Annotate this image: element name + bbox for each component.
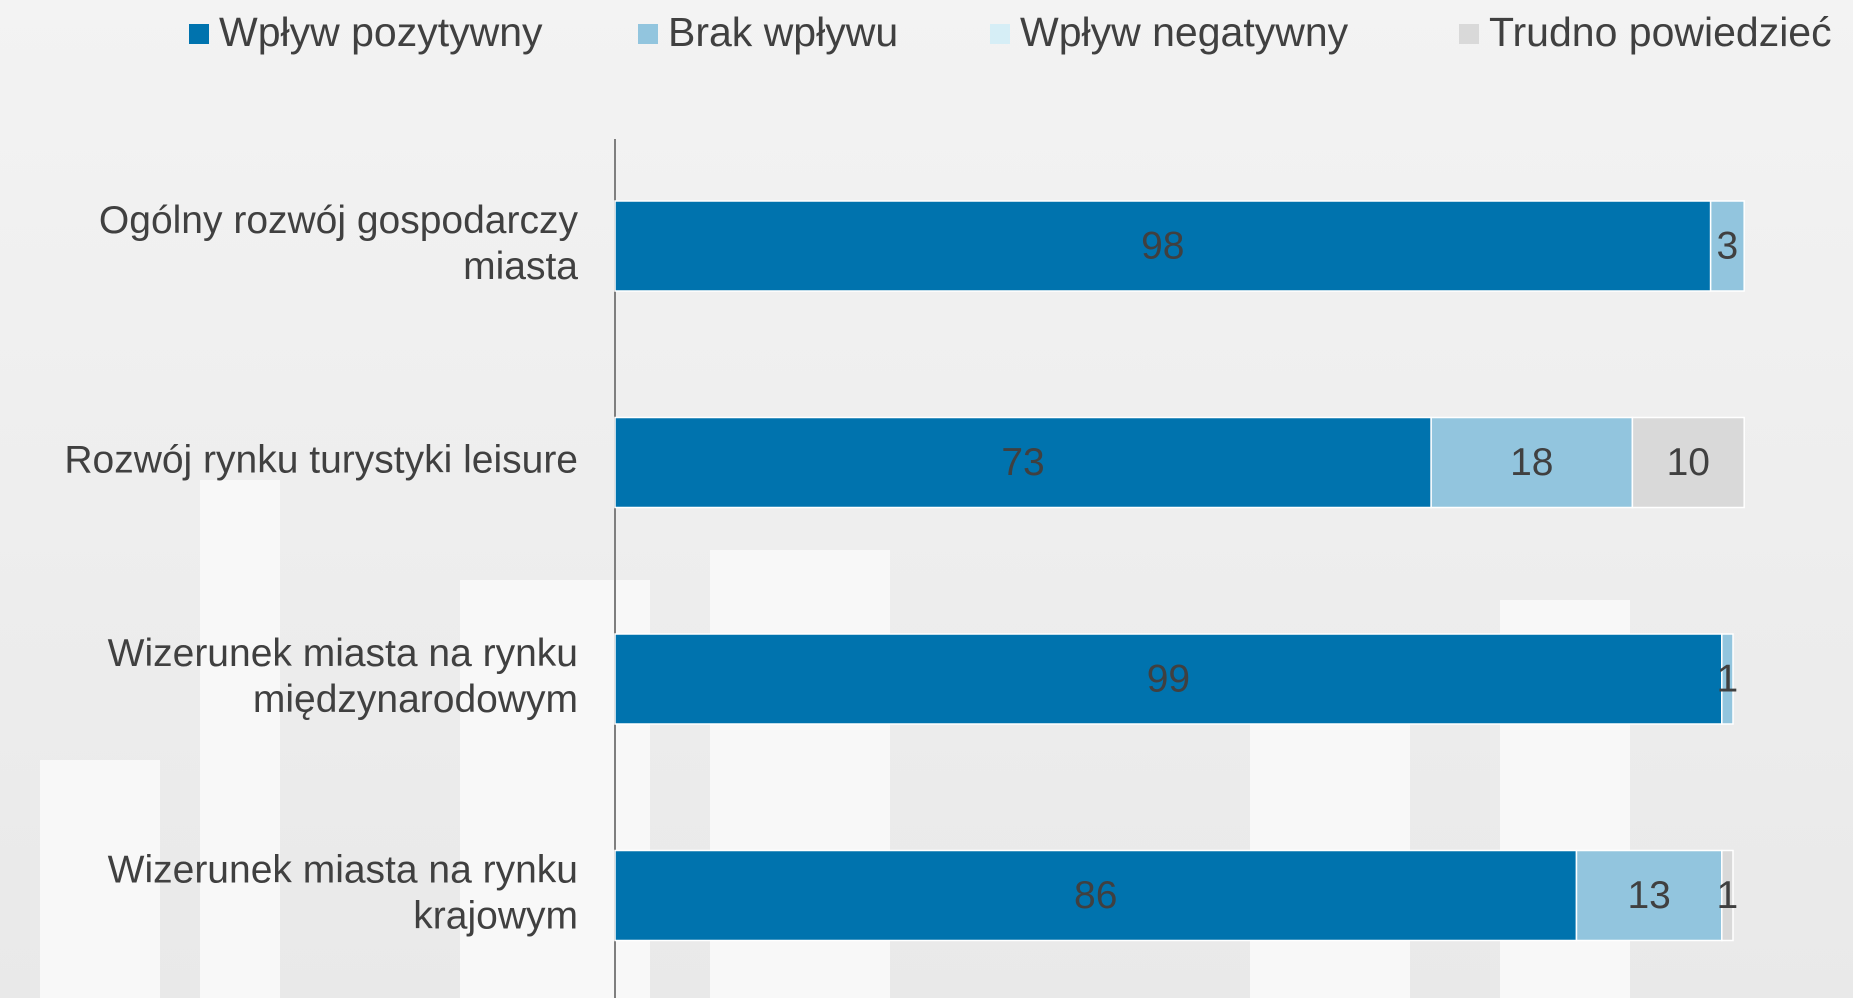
bar-segment: [1575, 849, 1723, 942]
bar-segment: [614, 633, 1723, 725]
legend-label: Brak wpływu: [668, 9, 898, 55]
legend-label: Wpływ pozytywny: [219, 9, 543, 55]
legend-swatch: [189, 24, 209, 44]
legend-swatch: [990, 24, 1010, 44]
bar-segment: [614, 200, 1712, 292]
value-label: 13: [1627, 874, 1670, 917]
bar-segment: [1709, 200, 1745, 292]
bar-segment: [1721, 633, 1734, 725]
value-label: 99: [1147, 657, 1190, 700]
bar-segment: [614, 849, 1578, 942]
value-label: 98: [1141, 224, 1184, 267]
value-label: 1: [1717, 657, 1739, 700]
value-label: 3: [1717, 224, 1739, 267]
bar-segment: [1721, 849, 1734, 942]
legend-swatch: [1459, 24, 1479, 44]
legend-label: Wpływ negatywny: [1020, 9, 1349, 55]
bar-segment: [614, 416, 1432, 509]
category-label: Rozwój rynku turystyki leisure: [64, 439, 578, 482]
value-label: 86: [1074, 874, 1117, 917]
bar-segment: [1631, 416, 1745, 509]
category-label: Wizerunek miasta na rynku krajowym: [108, 849, 578, 938]
value-label: 18: [1510, 441, 1553, 484]
legend-label: Trudno powiedzieć: [1489, 9, 1832, 55]
value-label: 1: [1717, 874, 1739, 917]
value-label: 73: [1001, 441, 1044, 484]
category-label: Ogólny rozwój gospodarczy miasta: [99, 199, 579, 288]
legend-swatch: [638, 24, 658, 44]
bar-segment: [1430, 416, 1634, 509]
value-label: 10: [1667, 441, 1710, 484]
category-label: Wizerunek miasta na rynku międzynarodowy…: [108, 632, 578, 721]
